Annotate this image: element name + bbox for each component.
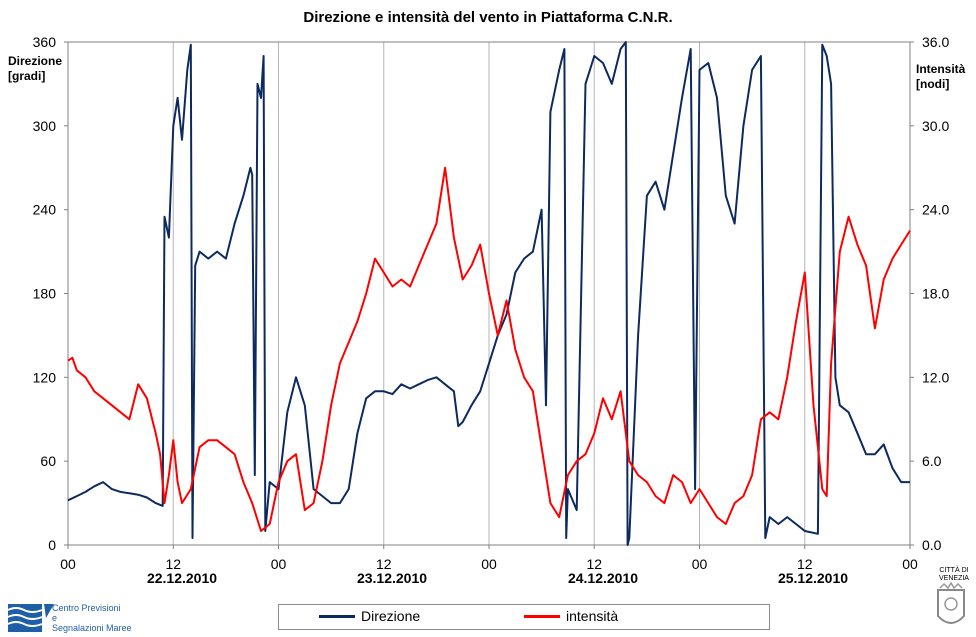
venezia-logo-text: CITTÀ DI VENEZIA	[934, 567, 974, 583]
left-axis-title-line2: [gradi]	[8, 69, 46, 83]
x-tick-label: 12	[165, 556, 181, 572]
cpsm-logo-line1: Centro Previsioni	[52, 603, 121, 613]
y-left-tick-label: 300	[33, 118, 57, 134]
chart-title: Direzione e intensità del vento in Piatt…	[303, 9, 673, 26]
x-tick-label: 12	[797, 556, 813, 572]
legend-swatch-intensita	[524, 614, 560, 618]
y-right-tick-label: 18.0	[922, 286, 949, 302]
legend-swatch-direzione	[319, 614, 355, 618]
y-right-tick-label: 12.0	[922, 369, 949, 385]
wind-chart: 0 60 120 180 240 300 360 0.0 6.0 12.0 18.0 24.0 30.0…	[33, 34, 950, 572]
x-tick-label: 00	[692, 556, 708, 572]
series-line-intensita	[67, 166, 911, 532]
x-tick-label: 00	[60, 556, 76, 572]
x-tick-label: 00	[271, 556, 287, 572]
y-left-tick-label: 240	[33, 202, 57, 218]
y-left-tick-label: 180	[33, 286, 57, 302]
legend-item-intensita: intensità	[524, 608, 618, 624]
x-tick-label: 00	[902, 556, 918, 572]
y-right-tick-label: 0.0	[922, 537, 942, 553]
y-left-tick-label: 60	[40, 453, 56, 469]
chart-legend: Direzione intensità	[278, 604, 770, 630]
x-tick-label: 12	[586, 556, 602, 572]
venezia-logo-line2: VENEZIA	[939, 575, 969, 582]
left-axis-title-line1: Direzione	[8, 54, 63, 68]
cpsm-logo-line3: Segnalazioni Maree	[52, 623, 132, 633]
legend-label-direzione: Direzione	[361, 608, 421, 624]
date-label-3: 24.12.2010	[567, 570, 639, 586]
date-label-4: 25.12.2010	[777, 570, 849, 586]
y-right-tick-label: 30.0	[922, 118, 949, 134]
right-axis-title-line1: Intensità	[916, 62, 966, 76]
y-right-tick-label: 6.0	[922, 453, 942, 469]
left-axis-title: Direzione [gradi]	[8, 54, 62, 84]
venezia-logo-line1: CITTÀ DI	[939, 567, 969, 574]
date-label-2: 23.12.2010	[356, 570, 428, 586]
legend-item-direzione: Direzione	[319, 608, 420, 624]
legend-label-intensita: intensità	[566, 608, 619, 624]
x-tick-label: 12	[376, 556, 392, 572]
y-left-tick-label: 120	[33, 369, 57, 385]
y-right-tick-label: 36.0	[922, 34, 949, 50]
cpsm-logo-line2: e	[52, 613, 58, 623]
right-axis-title-line2: [nodi]	[916, 77, 950, 91]
y-left-tick-label: 360	[33, 34, 57, 50]
y-left-tick-label: 0	[48, 537, 56, 553]
x-tick-label: 00	[481, 556, 497, 572]
y-right-tick-label: 24.0	[922, 202, 949, 218]
date-label-1: 22.12.2010	[146, 570, 218, 586]
series-line-direzione	[67, 41, 910, 546]
venezia-crest-icon	[937, 581, 965, 624]
cpsm-logo-icon	[7, 604, 54, 632]
cpsm-logo-text: Centro Previsioni e Segnalazioni Maree	[52, 603, 162, 633]
right-axis-title: Intensità [nodi]	[916, 62, 965, 92]
